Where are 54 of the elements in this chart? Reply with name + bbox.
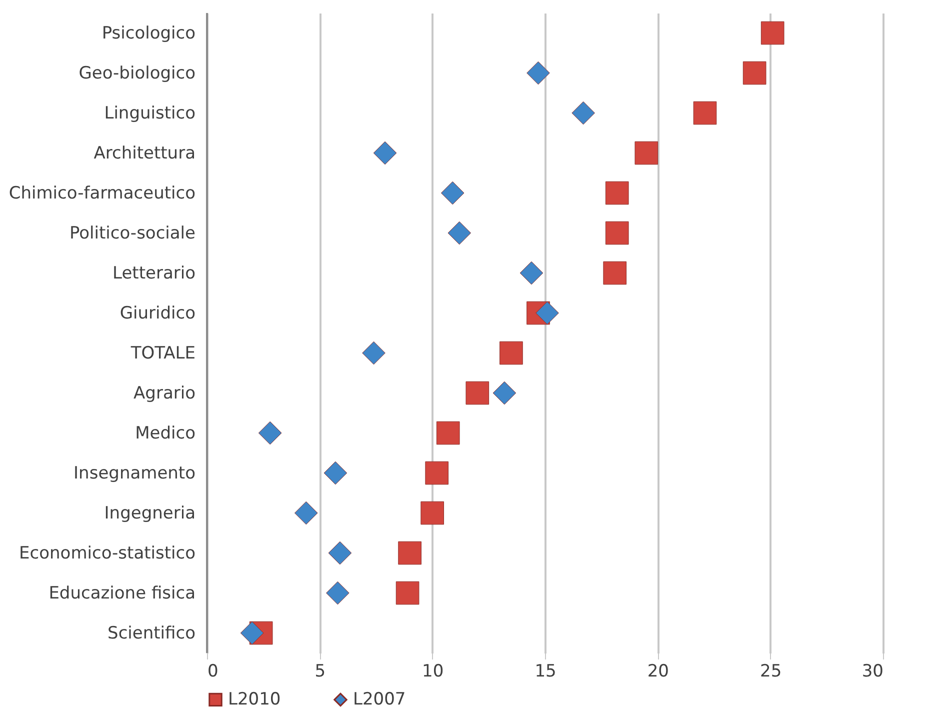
y-tick-label: Letterario (112, 264, 196, 284)
y-tick-label: Psicologico (102, 24, 196, 44)
x-tick-label: 20 (647, 662, 669, 682)
y-tick-label: Educazione fisica (48, 584, 196, 604)
x-tick-label: 10 (422, 662, 444, 682)
x-tick-label: 15 (534, 662, 556, 682)
point (440, 181, 464, 205)
x-tick-label: 30 (862, 662, 884, 682)
y-tick-label: Chimico-farmaceutico (8, 184, 196, 204)
legend-label: L2010 (228, 690, 281, 710)
point (605, 181, 629, 205)
point (742, 61, 766, 85)
point (398, 541, 422, 565)
y-tick-label: Ingegneria (104, 504, 196, 524)
x-tick-label: 5 (314, 662, 326, 682)
point (520, 261, 544, 285)
point (294, 501, 318, 525)
point (500, 341, 523, 365)
y-tick-label: Giuridico (120, 304, 196, 324)
point (240, 621, 264, 645)
point (396, 581, 420, 605)
point (373, 141, 397, 165)
point (326, 581, 350, 605)
point (760, 21, 784, 45)
y-tick-label: TOTALE (130, 344, 196, 364)
point (526, 61, 550, 85)
y-tick-label: Scientifico (108, 624, 196, 644)
y-tick-label: Insegnamento (74, 464, 196, 484)
y-tick-label: Linguistico (104, 104, 196, 124)
point (603, 261, 627, 285)
y-tick-label: Agrario (134, 384, 196, 404)
y-tick-label: Medico (135, 424, 196, 444)
point (605, 221, 629, 245)
point (324, 461, 348, 485)
point (466, 381, 490, 405)
point (693, 101, 717, 125)
point (436, 421, 460, 445)
point (572, 101, 595, 125)
point (536, 301, 559, 325)
y-tick-label: Politico-sociale (69, 224, 196, 244)
point (328, 541, 352, 565)
x-tick-label: 0 (208, 662, 218, 682)
point (448, 221, 472, 245)
x-tick-label: 25 (760, 662, 782, 682)
point (362, 341, 386, 365)
y-tick-label: Geo-biologico (78, 64, 196, 84)
y-tick-label: Architettura (94, 144, 196, 164)
point (425, 461, 448, 485)
point (420, 501, 444, 525)
legend-label: L2007 (353, 690, 406, 710)
point (492, 381, 516, 405)
point (634, 141, 658, 165)
y-tick-label: Economico-statistico (19, 544, 196, 564)
point (258, 421, 282, 445)
